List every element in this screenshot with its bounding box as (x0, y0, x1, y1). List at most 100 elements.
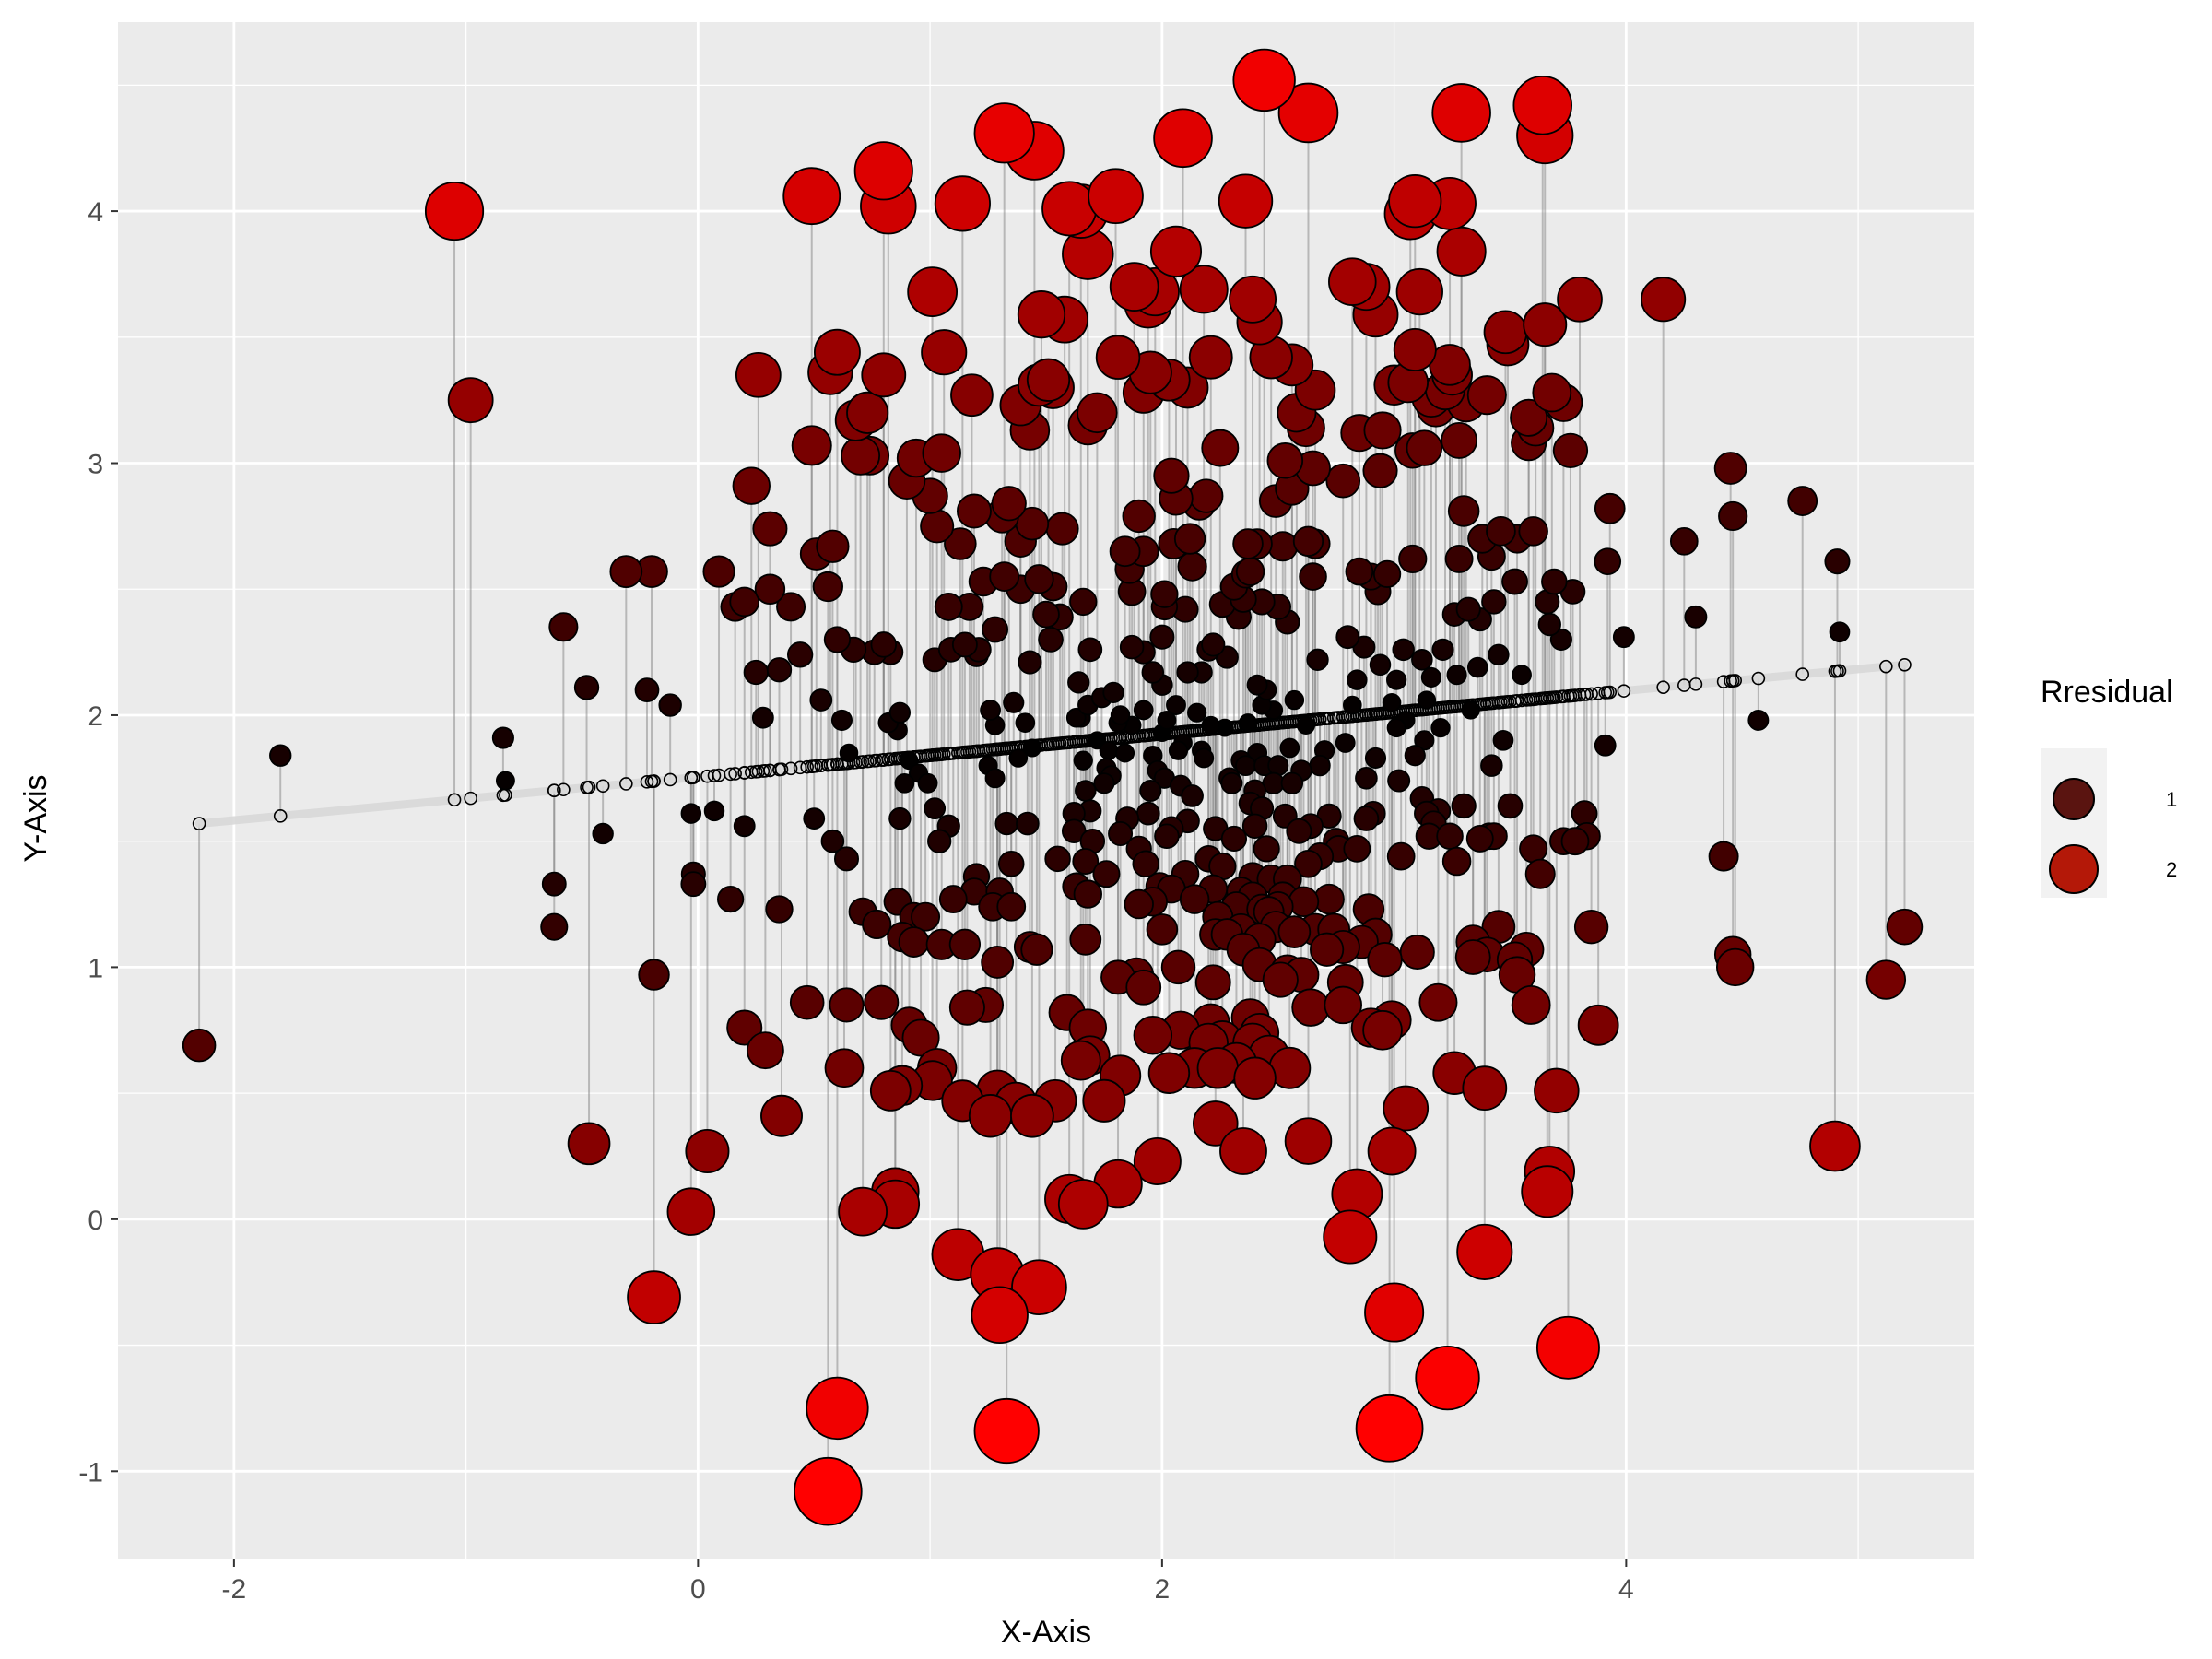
observed-point (864, 984, 900, 1020)
legend-title: Rresidual (2041, 675, 2173, 710)
observed-point (816, 529, 850, 563)
legend: Rresidual 1 2 (2041, 675, 2177, 898)
observed-point (1015, 712, 1036, 733)
observed-point (592, 822, 614, 845)
observed-point (1501, 568, 1528, 595)
fitted-point (1751, 671, 1766, 686)
observed-point (948, 928, 982, 960)
observed-point (1510, 398, 1548, 437)
fitted-point (724, 767, 737, 782)
observed-point (794, 1456, 863, 1526)
observed-point (812, 571, 843, 603)
fitted-point (774, 762, 789, 777)
observed-point (1284, 689, 1305, 711)
observed-point (1466, 375, 1507, 416)
observed-point (1267, 531, 1299, 562)
fitted-point (595, 779, 610, 794)
observed-point (870, 631, 898, 658)
observed-point (1168, 740, 1189, 760)
observed-point (920, 509, 955, 544)
observed-point (1519, 834, 1548, 864)
observed-point (934, 175, 991, 232)
observed-point (1022, 738, 1041, 758)
observed-point (1511, 985, 1551, 1025)
observed-point (1077, 637, 1103, 663)
observed-point (1414, 730, 1435, 751)
observed-point (627, 1270, 681, 1324)
observed-point (1395, 267, 1443, 316)
observed-point (1462, 1065, 1508, 1112)
observed-point (1441, 421, 1478, 459)
observed-point (1194, 964, 1231, 1001)
observed-point (1219, 1127, 1267, 1175)
observed-point (1537, 612, 1561, 637)
observed-point (1417, 690, 1437, 710)
observed-point (839, 743, 859, 763)
observed-point (1355, 1394, 1424, 1463)
observed-point (1218, 173, 1274, 229)
observed-point (746, 1031, 784, 1070)
observed-point (1310, 932, 1345, 967)
observed-point (1430, 717, 1451, 738)
observed-point (1069, 923, 1102, 956)
observed-point (1362, 1009, 1403, 1051)
observed-point (991, 486, 1027, 522)
observed-point (1196, 1047, 1239, 1089)
observed-point (1486, 516, 1516, 547)
observed-point (1176, 661, 1199, 684)
observed-point (1399, 934, 1435, 971)
observed-point (1343, 834, 1371, 863)
observed-point (1072, 848, 1100, 875)
fitted-point (273, 809, 288, 823)
observed-point (1406, 429, 1443, 466)
observed-point (984, 768, 1006, 789)
observed-point (994, 811, 1018, 836)
y-tick-label: 4 (88, 197, 103, 228)
observed-point (735, 351, 782, 398)
observed-point (1386, 841, 1416, 871)
observed-point (1088, 168, 1144, 225)
observed-point (1787, 486, 1818, 516)
observed-point (1524, 858, 1556, 889)
observed-point (1497, 793, 1524, 819)
observed-point (1865, 959, 1907, 1000)
observed-point (1149, 624, 1175, 650)
observed-point (1150, 580, 1179, 608)
observed-point (1201, 632, 1226, 657)
observed-point (1369, 653, 1392, 677)
observed-point (996, 891, 1027, 922)
observed-point (1594, 734, 1617, 757)
observed-point (1032, 600, 1060, 629)
observed-point (1388, 174, 1442, 229)
observed-point (1512, 665, 1532, 686)
observed-point (495, 771, 515, 791)
observed-point (894, 772, 915, 794)
observed-point (898, 926, 930, 958)
observed-point (1669, 526, 1699, 556)
observed-point (765, 895, 794, 924)
fitted-point (1617, 684, 1631, 698)
observed-point (948, 989, 985, 1026)
observed-point (981, 946, 1015, 979)
observed-point (1436, 226, 1487, 276)
observed-point (638, 959, 670, 991)
observed-point (789, 984, 825, 1020)
observed-point (1109, 535, 1141, 568)
observed-point (1201, 715, 1220, 735)
observed-point (813, 328, 861, 376)
observed-point (803, 807, 826, 830)
observed-point (1122, 499, 1156, 534)
observed-point (1069, 587, 1098, 617)
observed-point (1521, 1165, 1574, 1218)
observed-point (924, 797, 947, 820)
observed-point (1232, 48, 1296, 112)
observed-point (922, 433, 961, 473)
observed-point (938, 885, 968, 913)
observed-point (1418, 982, 1458, 1022)
observed-point (1246, 674, 1268, 696)
fitted-point (619, 777, 633, 791)
observed-point (766, 657, 793, 683)
observed-point (1146, 913, 1179, 946)
observed-point (1187, 702, 1207, 723)
observed-point (1124, 888, 1154, 920)
